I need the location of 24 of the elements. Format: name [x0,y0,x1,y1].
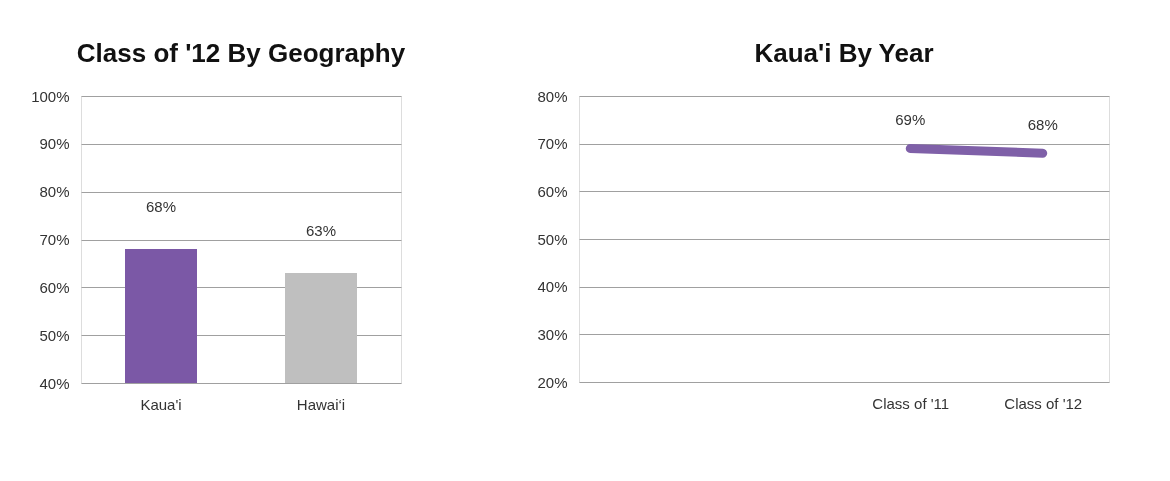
data-label: 68% [1027,116,1058,134]
y-tick-label: 60% [39,278,70,296]
data-label: 68% [145,198,177,216]
chart-title: Class of '12 By Geography [76,38,406,68]
y-tick-label: 20% [537,373,568,391]
y-tick-label: 90% [39,135,70,153]
data-label: 69% [895,111,926,129]
x-tick-label: Hawai‘i [296,395,346,413]
y-tick-label: 40% [537,278,568,296]
data-label: 63% [305,221,337,239]
y-tick-label: 60% [537,182,568,200]
y-tick-label: 50% [537,230,568,248]
chart-title: Kaua'i By Year [754,38,934,68]
y-tick-label: 80% [537,87,568,105]
y-tick-label: 80% [39,183,70,201]
x-tick-label: Kaua'i [140,395,182,413]
y-tick-label: 50% [39,326,70,344]
y-tick-label: 30% [537,325,568,343]
y-tick-label: 100% [31,87,70,105]
x-tick-label: Class of '12 [1004,394,1083,412]
y-tick-label: 40% [39,374,70,392]
x-tick-label: Class of '11 [872,394,950,412]
y-tick-label: 70% [537,135,568,153]
y-tick-label: 70% [39,231,70,248]
